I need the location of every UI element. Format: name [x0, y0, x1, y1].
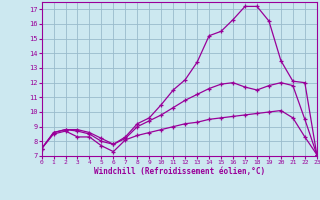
X-axis label: Windchill (Refroidissement éolien,°C): Windchill (Refroidissement éolien,°C) [94, 167, 265, 176]
